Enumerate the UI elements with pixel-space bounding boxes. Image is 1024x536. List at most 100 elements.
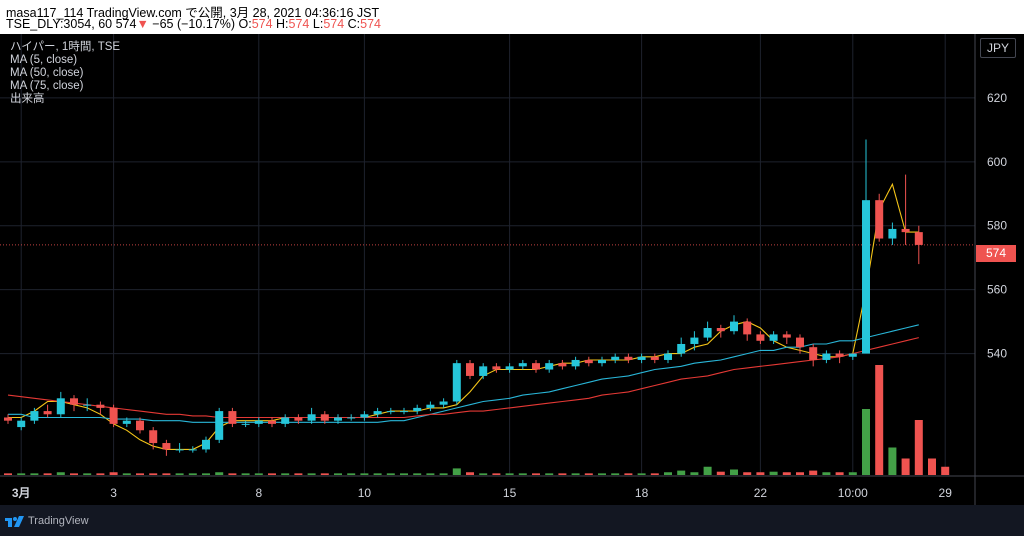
candle-body bbox=[268, 420, 276, 424]
candle-body bbox=[426, 404, 435, 408]
volume-bar bbox=[611, 473, 620, 475]
volume-bar bbox=[901, 458, 910, 475]
symbol: TSE_DLY:3054, 60 bbox=[6, 17, 113, 31]
volume-bar bbox=[43, 473, 52, 475]
low-value: 574 bbox=[323, 17, 345, 31]
ma-line-2 bbox=[7, 337, 919, 419]
candle-body bbox=[70, 398, 78, 405]
x-tick-label: 10:00 bbox=[838, 486, 868, 500]
candle-body bbox=[281, 417, 290, 424]
volume-bar bbox=[202, 473, 210, 475]
volume-bar bbox=[413, 473, 422, 475]
x-tick-label: 3月 bbox=[12, 486, 31, 500]
candle-body bbox=[611, 356, 620, 360]
footer: TradingView bbox=[0, 505, 1024, 536]
candle-body bbox=[809, 347, 818, 360]
volume-bar bbox=[4, 473, 12, 475]
volume-bar bbox=[479, 473, 488, 475]
candle-body bbox=[334, 417, 342, 421]
volume-bar bbox=[624, 473, 633, 475]
candle-body bbox=[413, 407, 422, 412]
candle-body bbox=[677, 343, 686, 354]
volume-bar bbox=[875, 365, 884, 475]
volume-bar bbox=[941, 466, 950, 475]
volume-bar bbox=[690, 472, 699, 475]
candle-body bbox=[136, 420, 144, 431]
volume-bar bbox=[928, 458, 936, 475]
candle-body bbox=[320, 414, 329, 421]
candle-body bbox=[17, 420, 26, 428]
candle-body bbox=[43, 411, 52, 415]
candle-body bbox=[743, 321, 752, 335]
volume-bar bbox=[70, 473, 78, 475]
candle-body bbox=[505, 366, 514, 370]
ma-line-0 bbox=[8, 182, 919, 450]
close-label: C: bbox=[347, 17, 361, 31]
candle-body bbox=[875, 200, 884, 239]
candle-body bbox=[56, 398, 65, 415]
tradingview-brand: TradingView bbox=[28, 515, 89, 527]
volume-bar bbox=[862, 409, 870, 475]
volume-bar bbox=[730, 469, 738, 475]
volume-bar bbox=[637, 473, 646, 475]
volume-bar bbox=[716, 471, 725, 475]
close-value: 574 bbox=[360, 17, 382, 31]
volume-bar bbox=[505, 473, 514, 475]
volume-bar bbox=[268, 473, 276, 475]
volume-bar bbox=[888, 447, 897, 475]
candle-body bbox=[598, 359, 606, 364]
candle-body bbox=[901, 228, 910, 233]
candle-body bbox=[228, 411, 237, 424]
volume-bar bbox=[241, 473, 250, 475]
candle-body bbox=[439, 401, 448, 405]
price-chart[interactable]: 540 560 580 600 620 3月 3 8 10 15 18 22 10:00 29 bbox=[0, 34, 1024, 505]
open-value: 574 bbox=[251, 17, 273, 31]
candle-body bbox=[703, 328, 712, 338]
volume-bar bbox=[650, 473, 659, 475]
candle-body bbox=[650, 356, 659, 360]
volume-bar bbox=[400, 473, 408, 475]
volume-bar bbox=[518, 473, 527, 475]
publish-info: masa117_114 TradingView.com で公開, 3月 28, … bbox=[6, 6, 380, 20]
volume-bar bbox=[914, 420, 923, 475]
volume-bar bbox=[426, 473, 435, 475]
volume-bar bbox=[782, 472, 791, 475]
volume-bar bbox=[796, 472, 804, 475]
candle-body bbox=[848, 353, 857, 357]
candle-body bbox=[215, 411, 224, 440]
candle-body bbox=[373, 411, 382, 415]
volume-bar bbox=[677, 470, 686, 475]
volume-bar bbox=[122, 473, 131, 475]
candle-body bbox=[532, 363, 540, 370]
candle-body bbox=[558, 363, 567, 367]
volume-bar bbox=[17, 473, 26, 475]
volume-bar bbox=[822, 472, 831, 475]
y-tick-label: 620 bbox=[987, 91, 1007, 105]
open-label: O: bbox=[238, 17, 252, 31]
candle-body bbox=[109, 407, 118, 424]
candle-body bbox=[664, 353, 672, 360]
volume-bar bbox=[571, 473, 580, 475]
volume-bar bbox=[188, 473, 197, 475]
price-change: −65 (−10.17%) bbox=[152, 17, 235, 31]
low-label: L: bbox=[312, 17, 324, 31]
volume-bar bbox=[228, 473, 237, 475]
candle-body bbox=[294, 417, 303, 421]
candle-body bbox=[386, 411, 395, 413]
candle-body bbox=[452, 363, 461, 402]
current-price: 574 bbox=[115, 17, 137, 31]
volume-bar bbox=[545, 473, 554, 475]
y-tick-label: 580 bbox=[987, 219, 1007, 233]
volume-bar bbox=[439, 473, 448, 475]
currency-button[interactable]: JPY bbox=[980, 38, 1016, 58]
last-price-label: 574 bbox=[976, 245, 1016, 262]
candle-body bbox=[769, 334, 778, 341]
volume-bar bbox=[215, 472, 224, 475]
candle-body bbox=[756, 334, 765, 341]
legend-ma5: MA (5, close) bbox=[10, 54, 78, 66]
volume-bar bbox=[307, 473, 316, 475]
candle-body bbox=[4, 417, 12, 421]
candle-body bbox=[730, 321, 738, 332]
symbol-info: TSE_DLY:3054, 60 574▼ −65 (−10.17%) O:57… bbox=[6, 17, 381, 31]
volume-bar bbox=[149, 473, 158, 475]
